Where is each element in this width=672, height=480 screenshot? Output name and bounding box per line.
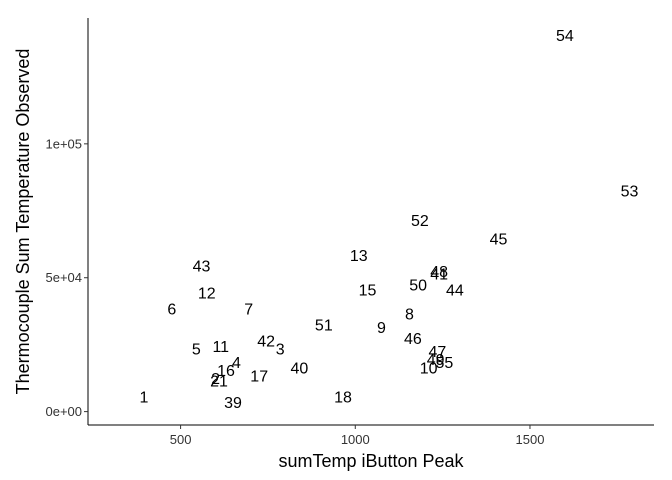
y-axis-title: Thermocouple Sum Temperature Observed bbox=[13, 49, 33, 395]
data-point-label: 54 bbox=[556, 28, 574, 45]
data-point-label: 4 bbox=[232, 355, 241, 372]
x-tick-label: 500 bbox=[170, 432, 192, 447]
data-point-label: 47 bbox=[428, 344, 446, 361]
axes bbox=[87, 18, 654, 426]
y-tick-label: 5e+04 bbox=[45, 270, 82, 285]
data-point-label: 50 bbox=[409, 277, 427, 294]
data-point-label: 42 bbox=[257, 333, 275, 350]
data-point-label: 16 bbox=[217, 363, 235, 380]
data-point-label: 48 bbox=[430, 264, 448, 281]
data-point-label: 41 bbox=[430, 267, 448, 284]
y-tick-label: 1e+05 bbox=[45, 136, 82, 151]
data-point-label: 52 bbox=[411, 213, 429, 230]
data-point-label: 53 bbox=[621, 184, 639, 201]
data-point-label: 2 bbox=[211, 371, 220, 388]
data-point-label: 11 bbox=[212, 339, 229, 356]
axis-ticks: 500 1000 1500 0e+00 5e+04 1e+05 bbox=[45, 136, 544, 447]
data-point-label: 17 bbox=[250, 368, 268, 385]
data-point-label: 55 bbox=[435, 355, 453, 372]
x-tick-label: 1000 bbox=[341, 432, 370, 447]
data-point-label: 10 bbox=[420, 360, 438, 377]
y-tick-label: 0e+00 bbox=[45, 404, 82, 419]
data-point-label: 8 bbox=[405, 307, 414, 324]
data-point-label: 39 bbox=[224, 395, 242, 412]
data-point-label: 13 bbox=[350, 248, 368, 265]
data-point-label: 3 bbox=[276, 342, 285, 359]
data-point-label: 45 bbox=[490, 232, 508, 249]
data-point-label: 46 bbox=[404, 331, 422, 348]
data-point-label: 44 bbox=[446, 283, 464, 300]
data-point-label: 7 bbox=[244, 301, 253, 318]
x-axis-title: sumTemp iButton Peak bbox=[278, 451, 464, 471]
data-point-label: 43 bbox=[193, 259, 211, 276]
data-point-label: 15 bbox=[359, 283, 377, 300]
data-point-label: 9 bbox=[377, 320, 386, 337]
data-point-label: 49 bbox=[427, 352, 445, 369]
x-tick-label: 1500 bbox=[516, 432, 545, 447]
data-point-label: 6 bbox=[167, 301, 176, 318]
data-point-label: 40 bbox=[290, 360, 308, 377]
data-point-label: 18 bbox=[334, 390, 352, 407]
data-point-label: 21 bbox=[210, 374, 228, 391]
data-point-label: 51 bbox=[315, 317, 333, 334]
data-point-label: 5 bbox=[192, 342, 201, 359]
data-point-label: 12 bbox=[198, 285, 216, 302]
data-point-label: 1 bbox=[139, 390, 148, 407]
